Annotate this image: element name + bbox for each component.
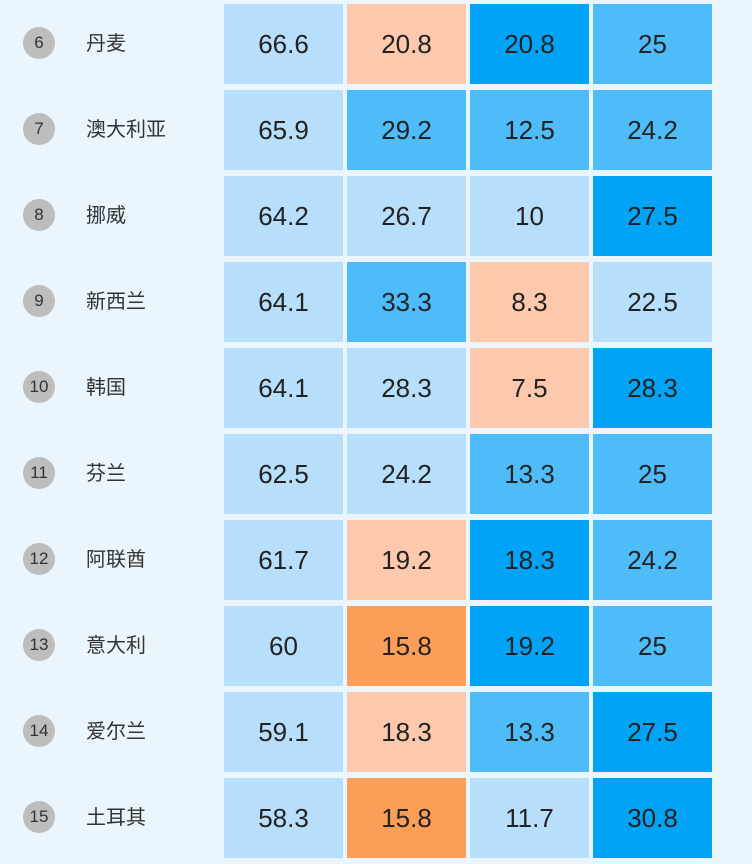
country-name: 阿联酋 [86, 547, 146, 571]
table-row: 14 爱尔兰 59.1 18.3 13.3 27.5 [0, 688, 752, 774]
country-name: 新西兰 [86, 289, 146, 313]
score-cell: 27.5 [593, 692, 712, 772]
score-cell: 7.5 [470, 348, 589, 428]
table-row: 13 意大利 60 15.8 19.2 25 [0, 602, 752, 688]
score-cell: 33.3 [347, 262, 466, 342]
score-cell: 24.2 [593, 520, 712, 600]
score-cell: 25 [593, 4, 712, 84]
table-row: 12 阿联酋 61.7 19.2 18.3 24.2 [0, 516, 752, 602]
score-cell: 15.8 [347, 606, 466, 686]
score-cell: 15.8 [347, 778, 466, 858]
table-row: 15 土耳其 58.3 15.8 11.7 30.8 [0, 774, 752, 860]
country-name: 意大利 [86, 633, 146, 657]
score-cell: 20.8 [470, 4, 589, 84]
score-cell: 29.2 [347, 90, 466, 170]
score-cell: 12.5 [470, 90, 589, 170]
rank-badge: 15 [23, 801, 55, 833]
rank-badge: 13 [23, 629, 55, 661]
table-row: 10 韩国 64.1 28.3 7.5 28.3 [0, 344, 752, 430]
score-cell: 13.3 [470, 434, 589, 514]
rank-badge: 12 [23, 543, 55, 575]
rank-badge: 9 [23, 285, 55, 317]
rank-badge: 6 [23, 27, 55, 59]
score-cell: 64.1 [224, 262, 343, 342]
rank-badge: 10 [23, 371, 55, 403]
score-cell: 25 [593, 434, 712, 514]
country-name: 丹麦 [86, 31, 126, 55]
score-cell: 28.3 [593, 348, 712, 428]
score-cell: 28.3 [347, 348, 466, 428]
score-cell: 59.1 [224, 692, 343, 772]
score-cell: 11.7 [470, 778, 589, 858]
rank-badge: 11 [23, 457, 55, 489]
rank-badge: 8 [23, 199, 55, 231]
country-name: 挪威 [86, 203, 126, 227]
table-row: 6 丹麦 66.6 20.8 20.8 25 [0, 0, 752, 86]
score-cell: 62.5 [224, 434, 343, 514]
score-cell: 25 [593, 606, 712, 686]
score-cell: 64.2 [224, 176, 343, 256]
rank-badge: 7 [23, 113, 55, 145]
country-name: 韩国 [86, 375, 126, 399]
score-cell: 26.7 [347, 176, 466, 256]
country-name: 土耳其 [86, 805, 146, 829]
score-cell: 65.9 [224, 90, 343, 170]
score-cell: 13.3 [470, 692, 589, 772]
table-row: 9 新西兰 64.1 33.3 8.3 22.5 [0, 258, 752, 344]
score-cell: 58.3 [224, 778, 343, 858]
score-cell: 10 [470, 176, 589, 256]
score-cell: 64.1 [224, 348, 343, 428]
table-row: 7 澳大利亚 65.9 29.2 12.5 24.2 [0, 86, 752, 172]
country-name: 芬兰 [86, 461, 126, 485]
table-row: 8 挪威 64.2 26.7 10 27.5 [0, 172, 752, 258]
score-cell: 66.6 [224, 4, 343, 84]
country-name: 爱尔兰 [86, 719, 146, 743]
score-cell: 19.2 [347, 520, 466, 600]
score-cell: 24.2 [347, 434, 466, 514]
score-cell: 22.5 [593, 262, 712, 342]
table-row: 11 芬兰 62.5 24.2 13.3 25 [0, 430, 752, 516]
score-cell: 19.2 [470, 606, 589, 686]
country-name: 澳大利亚 [86, 117, 166, 141]
score-cell: 18.3 [347, 692, 466, 772]
score-cell: 24.2 [593, 90, 712, 170]
score-cell: 60 [224, 606, 343, 686]
score-cell: 30.8 [593, 778, 712, 858]
score-cell: 20.8 [347, 4, 466, 84]
score-cell: 8.3 [470, 262, 589, 342]
rank-badge: 14 [23, 715, 55, 747]
score-cell: 61.7 [224, 520, 343, 600]
score-cell: 18.3 [470, 520, 589, 600]
score-cell: 27.5 [593, 176, 712, 256]
